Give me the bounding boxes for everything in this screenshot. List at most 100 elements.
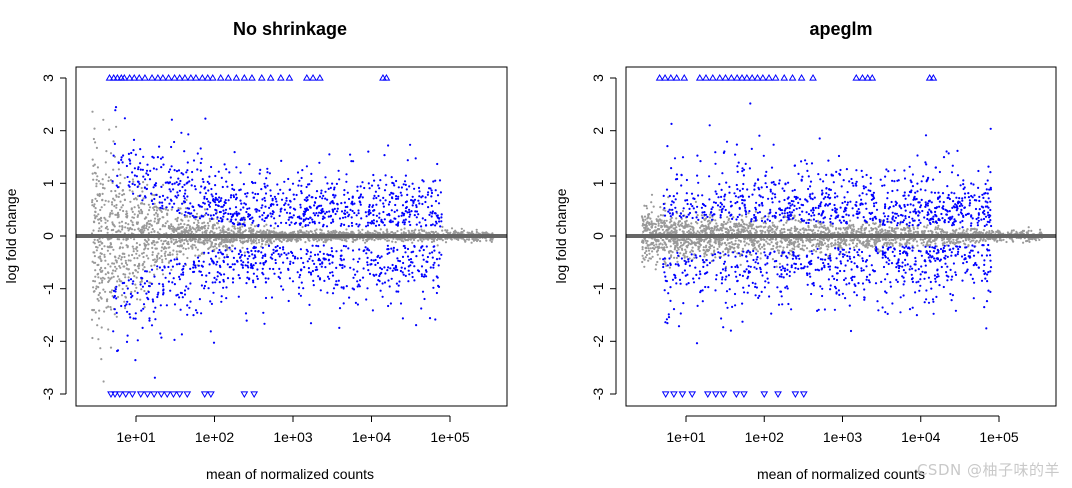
data-point [358,257,361,260]
data-point [945,241,949,244]
data-point [154,217,157,220]
data-point [217,204,220,208]
data-point [819,223,822,226]
data-point [404,183,407,186]
data-point [112,223,115,226]
data-point [186,207,189,210]
data-point [323,279,326,282]
capped-points [105,74,391,398]
data-point [415,324,418,327]
data-point [125,284,128,288]
data-point [261,267,264,270]
data-point [150,264,153,267]
data-point [434,220,438,223]
data-point [92,286,95,289]
data-point [316,253,320,256]
data-point [220,300,223,303]
data-point [329,215,332,218]
data-point [379,228,382,231]
data-point [97,256,100,259]
data-point [137,195,140,198]
data-point [214,174,217,178]
panel-apeglm: apeglm 3 2 1 0 -1 -2 -3 log fold change [553,19,1057,482]
data-point [288,212,292,215]
data-point [300,176,303,180]
data-point [263,182,266,185]
data-point [112,197,115,200]
data-point [196,311,199,314]
data-point [958,227,961,230]
data-point [216,260,219,263]
data-point [771,247,775,250]
data-point [157,291,160,294]
data-point [681,209,685,213]
data-point [97,213,100,216]
capped-down-marker [163,391,172,398]
data-point [145,172,148,175]
data-point [132,224,135,227]
data-point [97,276,100,279]
data-point [209,246,212,249]
data-point [180,172,183,175]
capped-down-marker [111,391,119,398]
data-point [151,253,154,256]
data-point [428,213,431,216]
data-point [272,267,275,271]
data-point [251,253,254,256]
data-point [923,225,926,228]
data-point [431,251,434,254]
data-point [274,246,277,249]
data-point [998,239,1002,242]
data-point [733,250,737,253]
data-point [141,210,144,213]
data-point [365,298,368,301]
data-point [418,202,421,205]
data-point [383,218,386,221]
data-point [411,275,414,279]
data-point [341,239,344,242]
data-point [380,218,383,221]
data-point [264,253,267,256]
data-point [200,185,203,188]
data-point [214,184,217,187]
data-point [925,226,928,229]
data-point [232,214,235,217]
data-point [130,151,133,155]
data-point [170,165,173,168]
data-point [210,187,213,191]
data-point [984,239,987,243]
data-point [267,277,270,280]
data-point [357,225,360,228]
data-point [350,221,353,225]
data-point [430,240,434,244]
data-point [700,220,703,223]
data-point [761,229,764,232]
data-point [250,263,253,266]
data-point [252,279,255,282]
data-point [429,266,432,269]
data-point [395,195,398,198]
data-point [168,227,171,230]
data-point [129,292,132,295]
data-point [131,171,134,174]
data-point [126,310,129,313]
data-point [134,317,137,320]
data-point [110,229,113,232]
data-point [96,166,99,169]
data-point [159,157,163,160]
data-point [258,241,261,244]
data-point [262,262,265,265]
data-point [230,229,233,232]
data-point [211,259,214,262]
data-point [398,280,401,283]
data-point [161,224,165,227]
data-point [100,219,103,222]
data-point [335,250,338,253]
data-point [141,252,144,255]
data-point [293,198,296,201]
data-point [394,231,397,235]
data-point [196,229,199,232]
data-point [139,230,142,234]
data-point [127,268,130,271]
data-point [222,229,225,232]
